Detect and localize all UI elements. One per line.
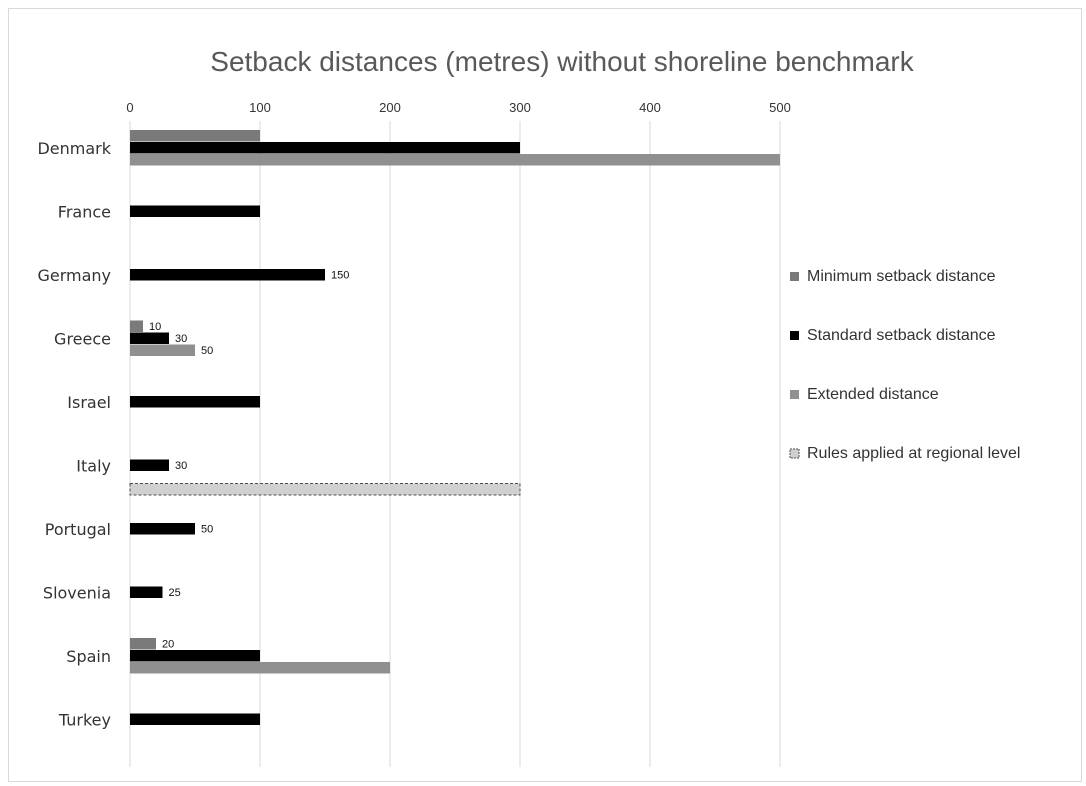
category-labels: Denmark France Germany Greece Israel Italy Por… [37, 139, 111, 730]
legend-label-2: Extended distance [807, 386, 939, 403]
category-label-denmark: Denmark [37, 139, 111, 158]
chart-frame: Setback distances (metres) without shore… [8, 8, 1082, 782]
legend-label-3: Rules applied at regional level [807, 445, 1020, 462]
bar-germany-1 [130, 269, 325, 281]
category-label-greece: Greece [54, 330, 111, 349]
bar-italy-3 [129, 483, 521, 496]
data-labels: 150 10 30 50 30 50 25 20 [149, 270, 349, 651]
bar-greece-0 [130, 320, 143, 332]
category-label-france: France [58, 203, 111, 222]
bars [129, 130, 780, 725]
x-tick-label-400: 400 [639, 100, 661, 115]
x-tick-label-500: 500 [769, 100, 791, 115]
legend-swatch-2 [790, 390, 799, 399]
bar-slovenia-1 [130, 586, 163, 598]
bar-spain-1 [130, 650, 260, 662]
data-label-greece-1: 30 [175, 333, 187, 345]
chart-title: Setback distances (metres) without shore… [210, 46, 914, 77]
bar-denmark-2 [130, 154, 780, 166]
data-label-slovenia-1: 25 [169, 587, 181, 599]
bar-spain-2 [130, 662, 390, 674]
data-label-spain-0: 20 [162, 639, 174, 651]
x-tick-label-100: 100 [249, 100, 271, 115]
category-label-spain: Spain [66, 647, 111, 666]
data-label-italy-1: 30 [175, 460, 187, 472]
bar-israel-1 [130, 396, 260, 408]
data-label-greece-0: 10 [149, 321, 161, 333]
data-label-portugal-1: 50 [201, 524, 213, 536]
legend-label-1: Standard setback distance [807, 327, 996, 344]
bar-greece-1 [130, 332, 169, 344]
category-label-israel: Israel [67, 393, 111, 412]
category-label-turkey: Turkey [58, 711, 111, 730]
category-label-portugal: Portugal [45, 520, 111, 539]
data-label-greece-2: 50 [201, 345, 213, 357]
legend: Minimum setback distance Standard setback… [789, 268, 1020, 462]
bar-spain-0 [130, 638, 156, 650]
bar-denmark-0 [130, 130, 260, 142]
x-tick-label-0: 0 [126, 100, 133, 115]
x-tick-label-200: 200 [379, 100, 401, 115]
bar-portugal-1 [130, 523, 195, 535]
category-label-slovenia: Slovenia [43, 584, 111, 603]
legend-swatch-0 [790, 272, 799, 281]
legend-swatch-1 [790, 331, 799, 340]
legend-label-0: Minimum setback distance [807, 268, 996, 285]
bar-france-1 [130, 205, 260, 217]
x-axis-ticks: 0 100 200 300 400 500 [126, 100, 790, 115]
x-tick-label-300: 300 [509, 100, 531, 115]
bar-denmark-1 [130, 142, 520, 154]
legend-swatch-3 [789, 448, 800, 459]
bar-greece-2 [130, 344, 195, 356]
category-label-germany: Germany [37, 266, 111, 285]
data-label-germany-1: 150 [331, 270, 349, 282]
bar-turkey-1 [130, 713, 260, 725]
bar-italy-1 [130, 459, 169, 471]
setback-bar-chart: Setback distances (metres) without shore… [37, 46, 1020, 767]
category-label-italy: Italy [76, 457, 111, 476]
